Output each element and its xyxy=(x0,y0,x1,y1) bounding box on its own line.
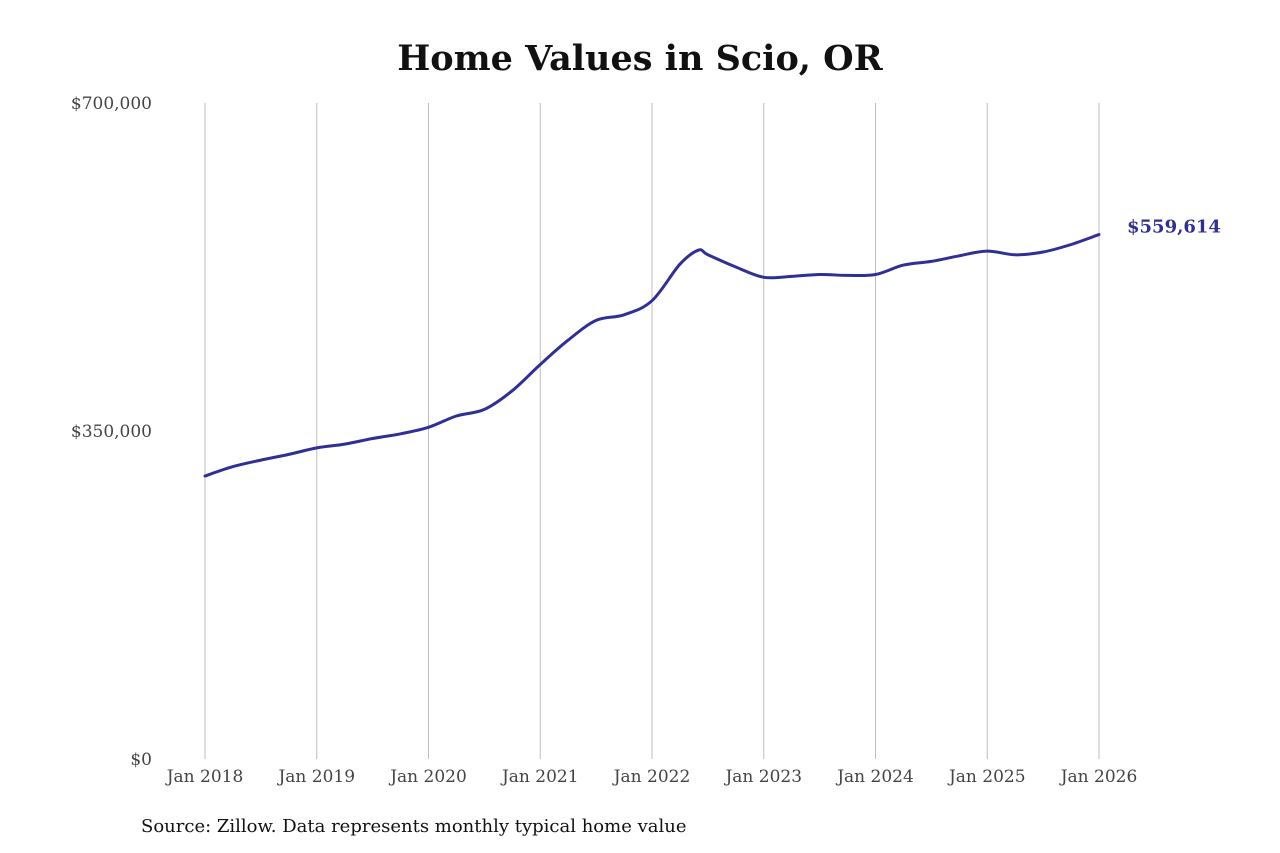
x-tick-label: Jan 2021 xyxy=(500,767,579,787)
x-tick-label: Jan 2020 xyxy=(388,767,467,787)
series-line xyxy=(203,233,1101,478)
x-tick-label: Jan 2026 xyxy=(1059,767,1138,787)
y-tick-label: $0 xyxy=(130,750,152,770)
chart-title: Home Values in Scio, OR xyxy=(397,38,883,79)
end-value-label: $559,614 xyxy=(1127,217,1221,238)
x-tick-label: Jan 2023 xyxy=(723,767,802,787)
y-tick-label: $700,000 xyxy=(71,94,152,114)
y-tick-label: $350,000 xyxy=(71,422,152,442)
source-note: Source: Zillow. Data represents monthly … xyxy=(141,816,687,837)
x-tick-label: Jan 2019 xyxy=(276,767,355,787)
x-tick-label: Jan 2018 xyxy=(165,767,244,787)
x-tick-label: Jan 2024 xyxy=(835,767,914,787)
x-tick-label: Jan 2022 xyxy=(612,767,691,787)
x-tick-label: Jan 2025 xyxy=(947,767,1026,787)
